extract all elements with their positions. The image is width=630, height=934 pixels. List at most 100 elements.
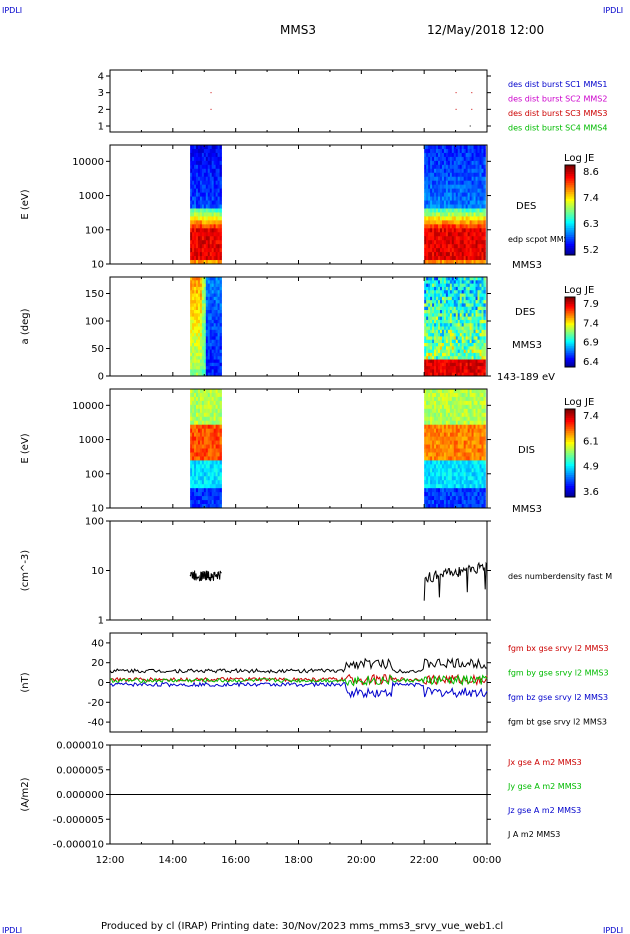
spectro-cell-1	[473, 145, 476, 150]
spectro-cell-2	[219, 333, 222, 337]
spectro-cell-2	[453, 343, 457, 347]
spectro-cell-3	[424, 432, 427, 437]
spectro-cell-2	[483, 283, 486, 288]
spectro-cell-2	[439, 349, 443, 354]
spectro-cell-3	[455, 472, 459, 477]
spectro-cell-2	[205, 372, 209, 377]
spectro-cell-3	[196, 428, 199, 434]
spectro-cell-3	[449, 456, 453, 461]
spectro-cell-3	[459, 484, 463, 489]
spectro-cell-3	[430, 480, 433, 485]
spectro-cell-3	[430, 496, 433, 501]
spectro-cell-2	[209, 306, 213, 311]
spectro-cell-3	[455, 460, 459, 465]
spectro-cell-3	[475, 412, 478, 418]
spectro-cell-3	[477, 392, 480, 398]
spectro-cell-2	[465, 277, 469, 281]
spectro-cell-3	[451, 432, 455, 437]
spectro-cell-3	[457, 432, 461, 437]
spectro-cell-1	[465, 252, 469, 257]
spectro-cell-2	[190, 313, 193, 317]
spectro-cell-3	[443, 460, 447, 465]
spectro-cell-2	[424, 356, 427, 360]
spectro-cell-2	[436, 326, 439, 331]
spectro-cell-3	[190, 484, 193, 489]
spectro-cell-3	[481, 392, 484, 398]
spectro-cell-2	[217, 280, 220, 284]
spectro-cell-2	[215, 339, 219, 344]
spectro-cell-2	[477, 366, 480, 370]
spectro-cell-1	[209, 224, 213, 229]
spectro-cell-2	[203, 277, 207, 281]
spectro-cell-2	[432, 362, 435, 367]
spectro-cell-3	[211, 496, 215, 501]
colorbar-cell-1	[565, 232, 575, 236]
spectro-cell-1	[438, 260, 441, 265]
burst-mark	[210, 92, 212, 94]
spectro-cell-1	[467, 228, 471, 233]
spectro-cell-2	[434, 286, 437, 291]
spectro-cell-2	[475, 290, 478, 294]
spectro-cell-3	[424, 424, 427, 430]
spectro-cell-1	[443, 228, 447, 233]
spectro-cell-2	[426, 336, 429, 341]
spectro-cell-1	[439, 145, 443, 150]
spectro-cell-2	[430, 306, 433, 311]
spectro-cell-3	[477, 476, 480, 481]
spectro-cell-1	[201, 256, 205, 261]
spectro-cell-3	[428, 464, 431, 469]
spectro-cell-1	[483, 188, 486, 193]
spectro-cell-1	[457, 220, 461, 225]
colorbar-cell-3	[565, 490, 575, 494]
spectro-cell-3	[190, 432, 193, 437]
spectro-cell-2	[438, 339, 441, 344]
spectro-cell-3	[438, 440, 441, 445]
colorbar-cell-3	[565, 431, 575, 434]
spectro-cell-1	[443, 148, 447, 154]
spectro-cell-1	[207, 244, 211, 249]
spectro-cell-2	[205, 313, 209, 317]
spectro-cell-3	[465, 504, 469, 509]
spectro-cell-2	[463, 283, 467, 288]
spectro-cell-1	[426, 148, 429, 154]
spectro-cell-2	[203, 313, 207, 317]
spectro-cell-3	[196, 472, 199, 477]
spectro-cell-2	[434, 369, 437, 374]
spectro-cell-3	[205, 396, 209, 402]
spectro-cell-3	[434, 504, 437, 509]
spectro-cell-1	[203, 220, 207, 225]
spectro-cell-2	[477, 343, 480, 347]
spectro-cell-1	[455, 252, 459, 257]
spectro-cell-2	[438, 352, 441, 357]
spectro-cell-2	[467, 339, 471, 344]
spectro-cell-2	[471, 316, 474, 321]
spectro-cell-1	[201, 216, 205, 221]
spectro-cell-3	[430, 476, 433, 481]
spectro-cell-1	[473, 248, 476, 253]
spectro-cell-3	[424, 416, 427, 422]
spectro-cell-3	[445, 416, 449, 422]
spectro-cell-2	[475, 326, 478, 331]
spectro-cell-3	[467, 448, 471, 453]
spectro-cell-2	[194, 366, 197, 370]
spectro-cell-1	[439, 240, 443, 245]
colorbar-cell-2	[565, 309, 575, 312]
spectro-cell-1	[211, 196, 215, 201]
spectro-cell-3	[481, 472, 484, 477]
spectro-cell-2	[459, 277, 463, 281]
spectro-cell-3	[447, 504, 451, 509]
spectro-cell-2	[481, 366, 484, 370]
spectro-cell-3	[219, 500, 222, 505]
spectro-cell-1	[467, 232, 471, 237]
spectro-cell-3	[439, 404, 443, 410]
spectro-cell-2	[451, 316, 455, 321]
spectro-cell-3	[483, 424, 486, 430]
spectro-cell-2	[443, 349, 447, 354]
spectro-cell-3	[192, 496, 195, 501]
spectro-cell-2	[213, 369, 217, 374]
spectro-cell-1	[207, 148, 211, 154]
spectro-cell-3	[471, 424, 474, 430]
spectro-cell-1	[209, 228, 213, 233]
spectro-cell-1	[445, 208, 449, 213]
spectro-cell-3	[201, 389, 205, 394]
